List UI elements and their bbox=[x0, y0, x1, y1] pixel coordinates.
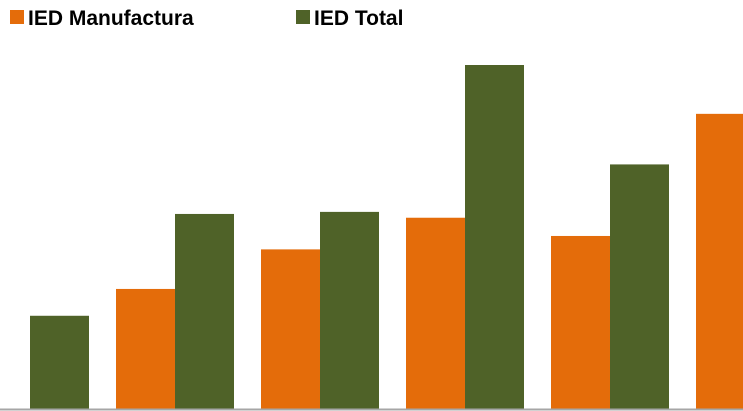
bar-ied-manufactura-4 bbox=[406, 217, 465, 409]
legend-swatch-ied-total bbox=[296, 10, 310, 24]
bar-ied-total-5 bbox=[610, 164, 669, 409]
bar-ied-manufactura-6 bbox=[696, 113, 743, 410]
bar-ied-total-4 bbox=[465, 65, 524, 409]
legend-label-ied-total: IED Total bbox=[314, 7, 403, 30]
legend: IED Manufactura IED Total bbox=[10, 7, 403, 30]
bars bbox=[30, 65, 743, 410]
bar-ied-total-3 bbox=[320, 211, 379, 409]
bar-ied-manufactura-2 bbox=[116, 288, 175, 409]
bar-ied-total-2 bbox=[175, 213, 234, 409]
bar-ied-manufactura-5 bbox=[551, 235, 610, 409]
legend-swatch-ied-manufactura bbox=[10, 10, 24, 24]
bar-ied-manufactura-3 bbox=[261, 249, 320, 409]
bar-ied-total-1 bbox=[30, 315, 89, 409]
legend-label-ied-manufactura: IED Manufactura bbox=[28, 7, 194, 30]
